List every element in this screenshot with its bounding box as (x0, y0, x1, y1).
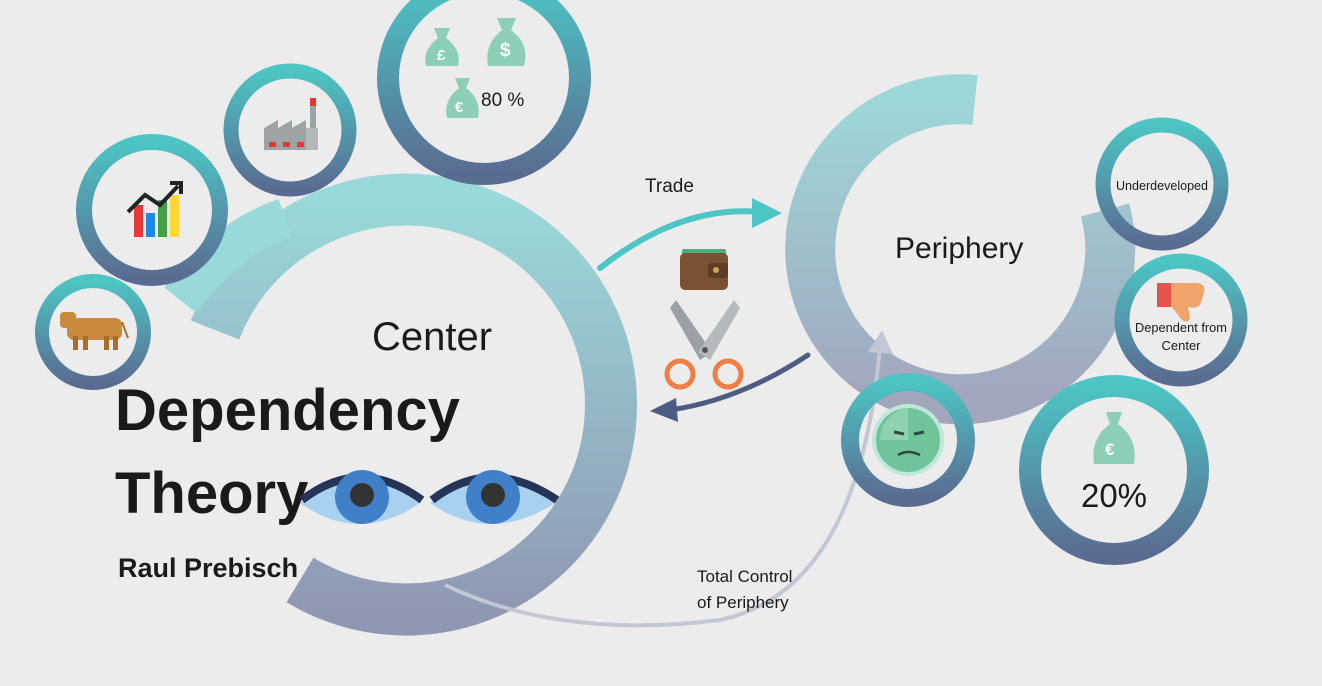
dependent-label-1: Dependent from (1135, 320, 1227, 335)
author-name: Raul Prebisch (118, 553, 298, 583)
trade-arrow (597, 198, 782, 271)
total-control-label-2: of Periphery (697, 593, 789, 612)
title-line-2: Theory (115, 461, 308, 526)
euro-symbol-center: € (455, 99, 464, 116)
thumbs-down-icon (1157, 283, 1205, 322)
dependent-label-2: Center (1161, 338, 1201, 353)
euro-bag-icon: € (1093, 412, 1135, 464)
center-label: Center (372, 315, 492, 359)
underdeveloped-label: Underdeveloped (1116, 178, 1208, 193)
return-arrow (650, 352, 811, 422)
growth-chart-circle (76, 134, 228, 286)
money-bags-icon: £ $ € (425, 18, 526, 118)
factory-circle (223, 63, 357, 197)
sad-face-circle (841, 373, 975, 507)
center-share-text: 80 % (481, 90, 524, 111)
center-ring (164, 173, 637, 636)
total-control-label-1: Total Control (697, 567, 792, 586)
title-line-1: Dependency (115, 378, 460, 443)
euro-symbol-periphery: € (1105, 440, 1115, 459)
sad-face-icon (876, 408, 940, 472)
pound-symbol: £ (437, 47, 446, 64)
factory-icon (264, 98, 318, 150)
cow-circle (35, 274, 151, 390)
scissors-icon (664, 300, 744, 390)
underdeveloped-circle: Underdeveloped (1095, 117, 1229, 251)
eyes-icon (299, 470, 560, 524)
money-bags-circle: £ $ € 80 % (377, 0, 591, 185)
periphery-ring (785, 74, 1136, 425)
euro-share-circle: € 20% (1019, 375, 1209, 565)
trade-label: Trade (645, 176, 694, 197)
periphery-label: Periphery (895, 232, 1023, 265)
dollar-symbol: $ (500, 40, 511, 61)
periphery-share-text: 20% (1081, 477, 1147, 514)
cow-icon (60, 312, 129, 350)
bar-chart-growth-icon (126, 181, 183, 237)
dependent-circle: Dependent from Center (1114, 253, 1248, 387)
wallet-icon (680, 249, 728, 290)
